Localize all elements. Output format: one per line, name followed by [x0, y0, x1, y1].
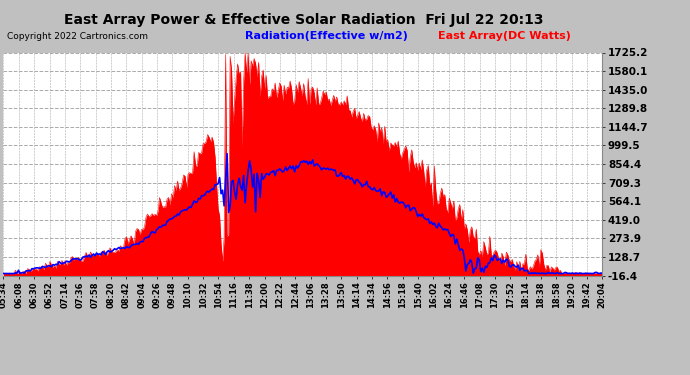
- Text: Copyright 2022 Cartronics.com: Copyright 2022 Cartronics.com: [7, 32, 148, 41]
- Text: East Array(DC Watts): East Array(DC Watts): [438, 31, 571, 41]
- Text: Radiation(Effective w/m2): Radiation(Effective w/m2): [245, 31, 408, 41]
- Text: East Array Power & Effective Solar Radiation  Fri Jul 22 20:13: East Array Power & Effective Solar Radia…: [64, 13, 543, 27]
